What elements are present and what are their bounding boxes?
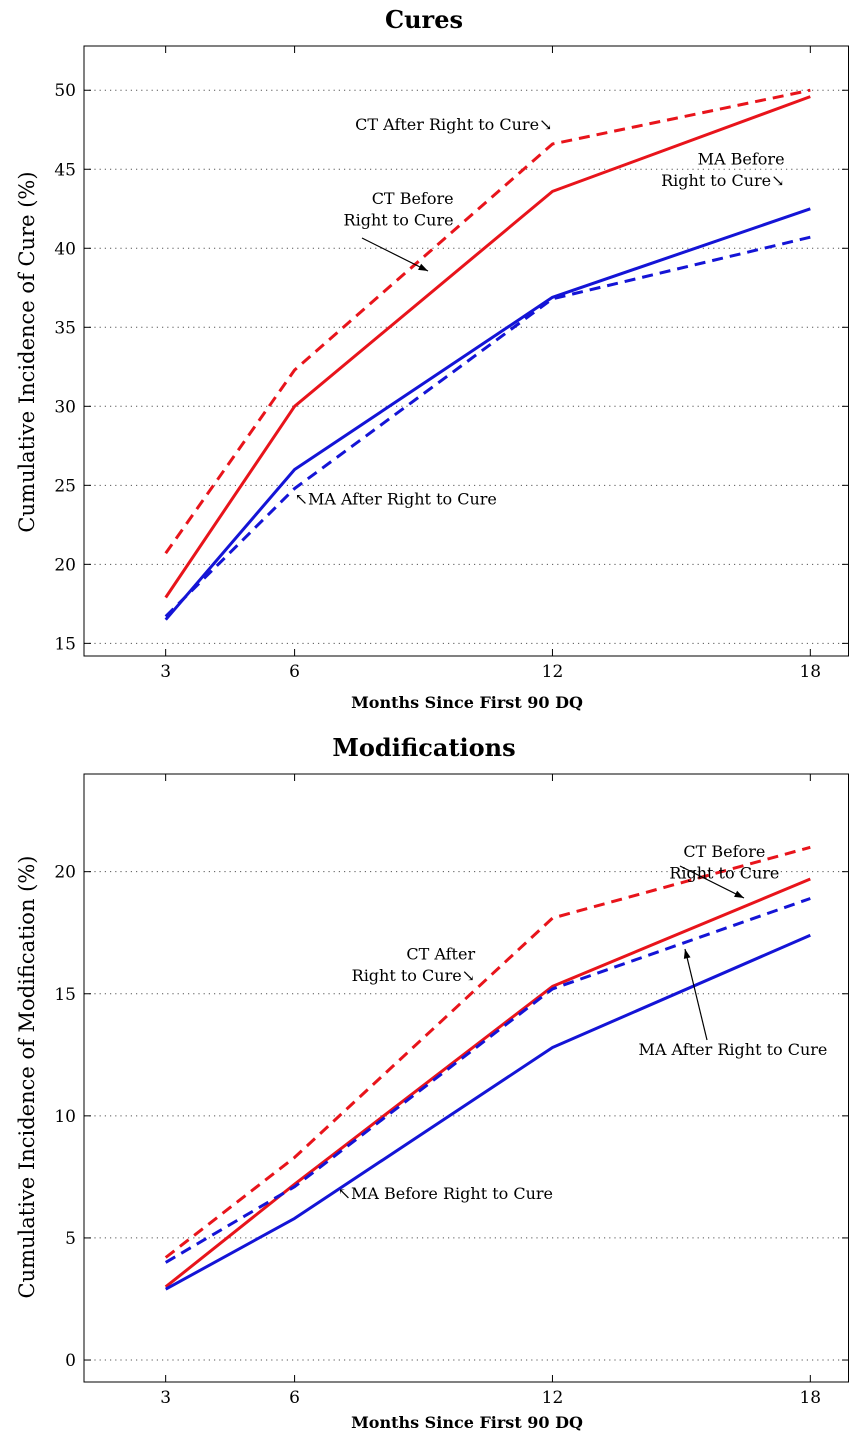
annotation-line: CT Before bbox=[683, 842, 765, 861]
annotation-line: CT After bbox=[406, 945, 475, 964]
arrow-head bbox=[683, 949, 691, 959]
y-tick-label: 0 bbox=[65, 1351, 76, 1371]
y-tick-label: 45 bbox=[54, 160, 76, 180]
x-tick-label: 12 bbox=[542, 662, 564, 682]
annotation: CT Before Right to Cure bbox=[669, 842, 779, 883]
annotation-line: ↖MA After Right to Cure bbox=[295, 489, 497, 508]
y-tick-label: 25 bbox=[54, 476, 76, 496]
annotation-line: Right to Cure bbox=[669, 864, 779, 883]
arrow-head bbox=[418, 263, 428, 271]
series-line bbox=[164, 235, 811, 618]
annotation-line: CT Before bbox=[372, 189, 454, 208]
y-tick-label: 50 bbox=[54, 81, 76, 101]
series-line bbox=[164, 845, 811, 1259]
y-tick-label: 35 bbox=[54, 318, 76, 338]
annotation-line: Right to Cure↘ bbox=[661, 171, 784, 190]
annotation: ↖MA Before Right to Cure bbox=[338, 1184, 553, 1203]
y-tick-label: 15 bbox=[54, 985, 76, 1005]
series-line bbox=[164, 88, 811, 555]
y-tick-label: 10 bbox=[54, 1107, 76, 1127]
annotation: CT After Right to Cure↘ bbox=[352, 945, 476, 986]
y-tick-label: 40 bbox=[54, 239, 76, 259]
x-tick-label: 12 bbox=[542, 1388, 564, 1408]
y-tick-label: 20 bbox=[54, 863, 76, 883]
arrow-head bbox=[734, 890, 744, 898]
chart-title: Modifications bbox=[332, 733, 515, 762]
annotation-line: Right to Cure↘ bbox=[352, 966, 475, 985]
annotation-arrow bbox=[361, 237, 429, 272]
x-tick-label: 18 bbox=[799, 1388, 821, 1408]
annotation-arrow bbox=[679, 865, 745, 899]
annotation: ↖MA After Right to Cure bbox=[295, 489, 497, 508]
x-tick-label: 6 bbox=[289, 662, 300, 682]
annotation-line: ↖MA Before Right to Cure bbox=[338, 1184, 553, 1203]
series-line bbox=[164, 877, 811, 1288]
cures-chart: Cures Months Since First 90 DQ Cumulativ… bbox=[15, 5, 849, 712]
annotation-line: MA After Right to Cure bbox=[639, 1040, 828, 1059]
series-line bbox=[164, 207, 811, 621]
y-tick-label: 15 bbox=[54, 634, 76, 654]
y-axis-label: Cumulative Incidence of Modification (%) bbox=[15, 856, 39, 1299]
x-tick-label: 3 bbox=[160, 662, 171, 682]
y-tick-label: 5 bbox=[65, 1229, 76, 1249]
modifications-chart: Modifications Months Since First 90 DQ C… bbox=[15, 733, 849, 1432]
annotation: MA After Right to Cure bbox=[639, 1040, 828, 1059]
x-axis-label: Months Since First 90 DQ bbox=[351, 693, 583, 712]
annotation-line: CT After Right to Cure↘ bbox=[355, 115, 552, 134]
y-axis-label: Cumulative Incidence of Cure (%) bbox=[15, 171, 39, 532]
annotation: CT After Right to Cure↘ bbox=[355, 115, 552, 134]
annotation: CT Before Right to Cure bbox=[344, 189, 454, 230]
x-tick-label: 18 bbox=[799, 662, 821, 682]
series-line bbox=[164, 95, 811, 599]
chart-title: Cures bbox=[385, 5, 463, 34]
y-tick-label: 20 bbox=[54, 555, 76, 575]
annotation-arrow bbox=[684, 948, 708, 1041]
series-line bbox=[164, 897, 811, 1264]
series-line bbox=[164, 933, 811, 1291]
x-tick-label: 3 bbox=[160, 1388, 171, 1408]
annotation: MA Before Right to Cure↘ bbox=[661, 150, 784, 191]
x-tick-label: 6 bbox=[289, 1388, 300, 1408]
y-tick-label: 30 bbox=[54, 397, 76, 417]
annotation-line: Right to Cure bbox=[344, 211, 454, 230]
annotation-line: MA Before bbox=[698, 150, 785, 169]
x-axis-label: Months Since First 90 DQ bbox=[351, 1413, 583, 1432]
